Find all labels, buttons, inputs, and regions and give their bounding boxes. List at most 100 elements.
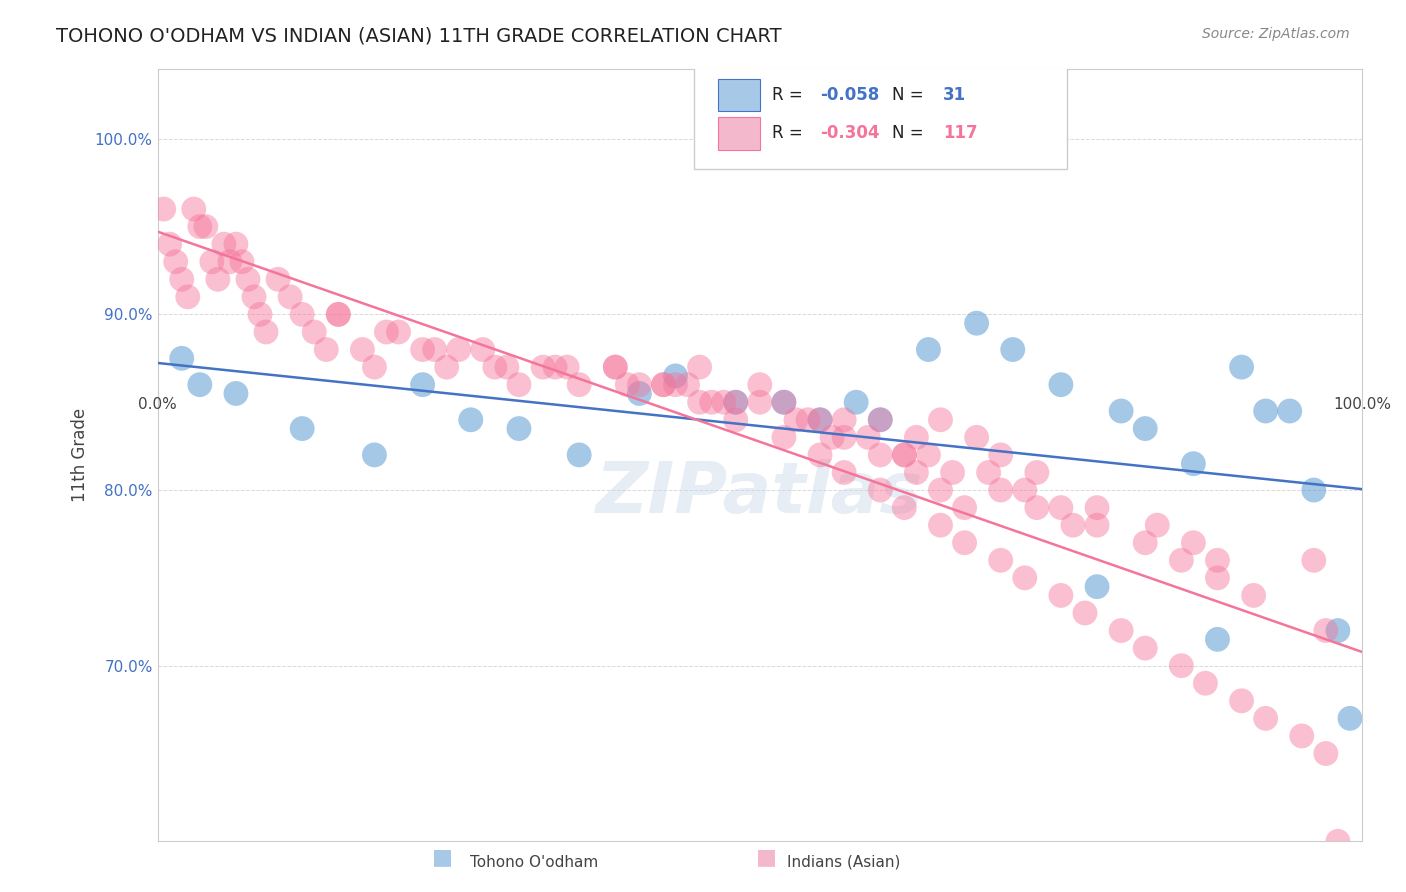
Point — [1050, 500, 1073, 515]
Point — [1146, 518, 1168, 533]
Point — [605, 360, 627, 375]
Text: 100.0%: 100.0% — [1333, 397, 1391, 412]
Point — [225, 386, 247, 401]
Point — [773, 430, 796, 444]
Point — [165, 254, 187, 268]
Text: R =: R = — [772, 86, 808, 103]
Point — [460, 413, 482, 427]
Point — [869, 413, 891, 427]
Point — [785, 413, 807, 427]
Point — [194, 219, 217, 234]
Point — [652, 377, 675, 392]
Point — [508, 421, 530, 435]
Point — [1302, 553, 1324, 567]
Point — [773, 395, 796, 409]
Point — [212, 237, 235, 252]
Point — [568, 448, 591, 462]
Point — [893, 448, 915, 462]
Point — [748, 377, 770, 392]
Point — [858, 430, 880, 444]
Point — [821, 430, 844, 444]
Point — [484, 360, 506, 375]
Point — [905, 466, 928, 480]
Point — [1278, 404, 1301, 418]
Point — [363, 448, 385, 462]
Point — [412, 343, 434, 357]
Point — [917, 448, 939, 462]
Point — [990, 483, 1012, 497]
Point — [291, 421, 314, 435]
Point — [724, 395, 747, 409]
Point — [1135, 535, 1157, 549]
Point — [254, 325, 277, 339]
Point — [1206, 553, 1229, 567]
Point — [544, 360, 567, 375]
Point — [170, 272, 193, 286]
Point — [387, 325, 409, 339]
Point — [315, 343, 337, 357]
Point — [748, 395, 770, 409]
Point — [1001, 343, 1024, 357]
Point — [1025, 466, 1047, 480]
Point — [170, 351, 193, 366]
Point — [267, 272, 290, 286]
Point — [676, 377, 699, 392]
Point — [724, 413, 747, 427]
Text: 117: 117 — [943, 125, 977, 143]
Text: 0.0%: 0.0% — [138, 397, 177, 412]
Point — [929, 483, 952, 497]
Point — [412, 377, 434, 392]
Point — [929, 518, 952, 533]
Point — [225, 237, 247, 252]
Point — [605, 360, 627, 375]
Point — [1050, 377, 1073, 392]
Point — [1182, 535, 1205, 549]
Point — [1170, 553, 1192, 567]
FancyBboxPatch shape — [693, 61, 1067, 169]
FancyBboxPatch shape — [717, 78, 759, 111]
Point — [664, 368, 686, 383]
Point — [423, 343, 446, 357]
Point — [249, 307, 271, 321]
Point — [447, 343, 470, 357]
Point — [496, 360, 519, 375]
Point — [832, 413, 855, 427]
Point — [1025, 500, 1047, 515]
Point — [893, 500, 915, 515]
Point — [713, 395, 735, 409]
Text: Indians (Asian): Indians (Asian) — [787, 855, 900, 870]
Point — [531, 360, 554, 375]
Point — [1230, 360, 1253, 375]
Point — [152, 202, 174, 216]
Point — [159, 237, 181, 252]
Point — [1182, 457, 1205, 471]
Point — [1339, 711, 1361, 725]
Point — [1254, 711, 1277, 725]
Point — [808, 413, 831, 427]
Point — [1014, 483, 1036, 497]
Point — [1315, 747, 1337, 761]
Point — [1135, 641, 1157, 656]
Point — [231, 254, 253, 268]
Point — [1109, 624, 1132, 638]
Point — [845, 395, 868, 409]
Point — [1254, 404, 1277, 418]
Point — [1085, 518, 1108, 533]
Point — [832, 466, 855, 480]
Point — [966, 430, 988, 444]
Point — [724, 395, 747, 409]
Text: Tohono O'odham: Tohono O'odham — [470, 855, 599, 870]
Point — [188, 219, 211, 234]
Point — [689, 360, 711, 375]
Point — [628, 386, 651, 401]
Point — [832, 430, 855, 444]
Y-axis label: 11th Grade: 11th Grade — [72, 408, 89, 502]
Point — [808, 448, 831, 462]
Point — [1206, 571, 1229, 585]
Point — [555, 360, 578, 375]
Point — [278, 290, 301, 304]
Point — [352, 343, 374, 357]
Point — [616, 377, 638, 392]
Point — [869, 483, 891, 497]
Text: TOHONO O'ODHAM VS INDIAN (ASIAN) 11TH GRADE CORRELATION CHART: TOHONO O'ODHAM VS INDIAN (ASIAN) 11TH GR… — [56, 27, 782, 45]
